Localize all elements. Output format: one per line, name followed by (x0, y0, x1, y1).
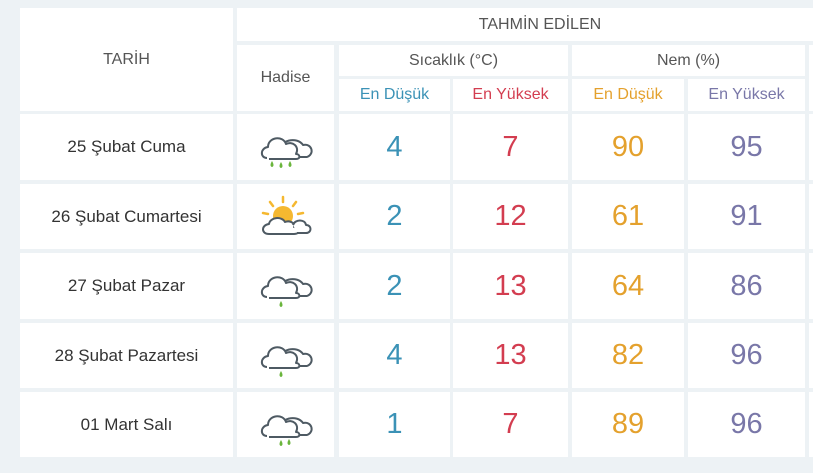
temp-min-value: 4 (386, 130, 403, 163)
extra-cell (809, 114, 813, 180)
temp-min-header: En Düşük (339, 79, 450, 111)
rain-cloud-icon (257, 124, 315, 170)
hum-max-value: 96 (730, 408, 763, 440)
hum-min-value: 64 (611, 269, 645, 302)
temp-min-cell: 1 (339, 392, 450, 457)
date-cell: 25 Şubat Cuma (20, 114, 233, 180)
hum-max-cell: 95 (688, 114, 805, 180)
temp-min-header-label: En Düşük (359, 86, 430, 103)
rain-cloud-icon (257, 402, 315, 448)
forecast-header: TAHMİN EDİLEN (237, 8, 813, 41)
date-text: 27 Şubat Pazar (67, 276, 186, 295)
hum-max-value: 95 (730, 130, 763, 163)
hum-max-value: 96 (730, 339, 763, 371)
hum-max-cell: 86 (688, 253, 805, 319)
hum-max-cell: 91 (688, 184, 805, 249)
hum-min-cell: 90 (572, 114, 684, 180)
date-cell: 28 Şubat Pazartesi (20, 323, 233, 388)
temp-min-value: 4 (386, 339, 403, 371)
hum-min-value: 90 (611, 130, 645, 163)
humidity-group-header: Nem (%) (572, 45, 805, 76)
event-column-header: Hadise (237, 45, 334, 111)
hum-min-cell: 89 (572, 392, 684, 457)
hum-min-cell: 61 (572, 184, 684, 249)
temp-max-cell: 7 (453, 114, 568, 180)
hum-min-value: 82 (611, 339, 645, 371)
hum-max-value: 91 (730, 200, 763, 232)
temp-max-value: 13 (494, 269, 527, 302)
temp-min-cell: 4 (339, 323, 450, 388)
forecast-header-label: TAHMİN EDİLEN (478, 15, 602, 33)
hum-min-header: En Düşük (572, 79, 684, 111)
temp-max-header: En Yüksek (453, 79, 568, 111)
event-cell (237, 392, 334, 457)
temp-max-cell: 7 (453, 392, 568, 457)
date-text: 26 Şubat Cumartesi (51, 206, 202, 226)
date-cell: 01 Mart Salı (20, 392, 233, 457)
rain-cloud-icon (257, 263, 315, 309)
event-cell (237, 184, 334, 249)
partly-sunny-icon (257, 194, 315, 240)
date-header-label: TARİH (103, 50, 150, 68)
temp-min-value: 2 (386, 269, 403, 302)
extra-cell (809, 253, 813, 319)
temp-max-cell: 12 (453, 184, 568, 249)
event-cell (237, 253, 334, 319)
hum-min-value: 89 (611, 408, 645, 440)
temp-max-header-label: En Yüksek (472, 86, 549, 103)
date-cell: 27 Şubat Pazar (20, 253, 233, 319)
date-text: 01 Mart Salı (80, 414, 173, 434)
temp-max-value: 7 (502, 408, 519, 440)
hum-max-value: 86 (730, 269, 763, 302)
date-text: 25 Şubat Cuma (67, 137, 186, 156)
hum-min-cell: 64 (572, 253, 684, 319)
temp-max-value: 12 (494, 200, 527, 232)
temperature-group-header: Sıcaklık (°C) (339, 45, 568, 76)
extra-cell (809, 392, 813, 457)
temp-max-value: 7 (502, 130, 519, 163)
extra-cell (809, 323, 813, 388)
date-column-header: TARİH (20, 8, 233, 111)
temp-min-cell: 2 (339, 253, 450, 319)
extra-cell (809, 184, 813, 249)
temp-max-cell: 13 (453, 253, 568, 319)
date-text: 28 Şubat Pazartesi (54, 345, 199, 365)
extra-column-header (809, 45, 813, 111)
hum-min-value: 61 (611, 200, 645, 232)
event-header-label: Hadise (260, 69, 311, 86)
hum-max-cell: 96 (688, 323, 805, 388)
event-cell (237, 323, 334, 388)
hum-max-cell: 96 (688, 392, 805, 457)
temp-min-value: 2 (386, 200, 403, 232)
temperature-header-label: Sıcaklık (°C) (408, 51, 499, 69)
hum-min-header-label: En Düşük (593, 86, 663, 103)
hum-max-header: En Yüksek (688, 79, 805, 111)
temp-min-cell: 2 (339, 184, 450, 249)
temp-max-cell: 13 (453, 323, 568, 388)
temp-min-value: 1 (386, 408, 403, 440)
temp-min-cell: 4 (339, 114, 450, 180)
humidity-header-label: Nem (%) (656, 51, 721, 69)
temp-max-value: 13 (494, 339, 527, 371)
hum-max-header-label: En Yüksek (708, 86, 785, 103)
hum-min-cell: 82 (572, 323, 684, 388)
event-cell (237, 114, 334, 180)
date-cell: 26 Şubat Cumartesi (20, 184, 233, 249)
rain-cloud-icon (257, 333, 315, 379)
